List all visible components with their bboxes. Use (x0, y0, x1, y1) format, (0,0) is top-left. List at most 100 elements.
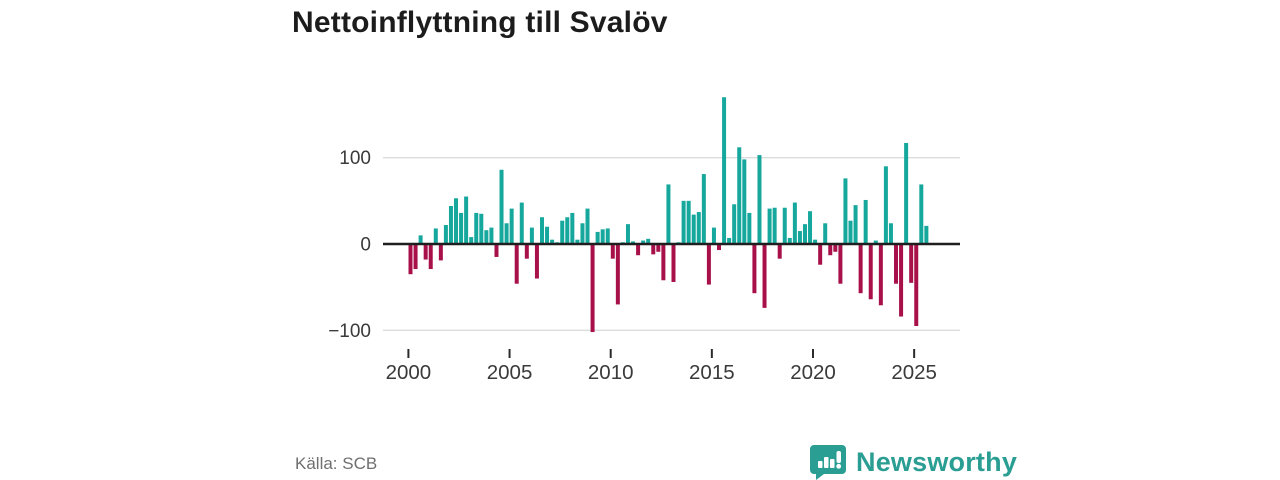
bar-2012Q1 (651, 244, 656, 255)
bar-2005Q2 (514, 244, 519, 284)
bar-2006Q2 (534, 244, 539, 279)
bar-2002Q1 (448, 206, 453, 244)
bar-2010Q2 (615, 244, 620, 305)
bar-2020Q1 (813, 239, 818, 244)
bar-2009Q4 (605, 228, 610, 244)
bar-2011Q1 (631, 241, 636, 244)
x-tick-label-2010: 2010 (588, 361, 634, 384)
bar-2023Q4 (888, 223, 893, 244)
x-tick-label-2020: 2020 (790, 361, 836, 384)
x-tick-label-2000: 2000 (386, 361, 432, 384)
bar-2006Q4 (545, 226, 550, 244)
bar-2020Q3 (823, 223, 828, 244)
bar-2004Q3 (499, 169, 504, 244)
bar-2011Q2 (636, 244, 641, 256)
bar-2005Q3 (519, 202, 524, 244)
x-tick-label-2025: 2025 (891, 361, 937, 384)
bar-2012Q2 (656, 244, 661, 252)
bar-2016Q3 (742, 159, 747, 244)
bar-2021Q2 (838, 244, 843, 284)
x-tick-label-2005: 2005 (487, 361, 533, 384)
bar-2001Q4 (443, 225, 448, 244)
bar-2021Q3 (843, 178, 848, 244)
y-tick-label-0: 0 (360, 235, 371, 256)
newsworthy-logo[interactable]: Newsworthy (810, 444, 1017, 480)
newsworthy-speech-bubble-bar-chart-icon (810, 445, 846, 480)
bar-2009Q1 (590, 244, 595, 333)
bar-2001Q3 (438, 244, 443, 261)
x-tick-label-2015: 2015 (689, 361, 735, 384)
bar-2006Q3 (540, 217, 544, 244)
bar-2007Q4 (565, 217, 570, 244)
bar-2017Q3 (762, 244, 767, 308)
bar-2000Q3 (418, 235, 423, 244)
bar-2002Q3 (459, 212, 464, 244)
bar-2015Q3 (722, 97, 727, 245)
bar-2018Q1 (772, 207, 777, 244)
y-tick-label--100: −100 (328, 321, 371, 342)
source-label: Källa: SCB (295, 454, 378, 473)
bar-2024Q2 (899, 244, 904, 317)
bar-2003Q2 (474, 212, 479, 244)
bar-2000Q1 (408, 244, 413, 275)
bar-2022Q2 (858, 244, 863, 294)
bar-2011Q4 (646, 238, 651, 244)
bar-2025Q2 (919, 184, 924, 244)
bar-2004Q1 (489, 227, 494, 244)
bar-2023Q1 (873, 240, 878, 244)
bar-2005Q4 (524, 244, 529, 259)
bar-2000Q2 (413, 244, 418, 270)
brand-name: Newsworthy (856, 446, 1018, 477)
bar-2007Q3 (560, 220, 565, 244)
bar-2016Q4 (747, 212, 752, 244)
bar-2010Q4 (625, 224, 630, 244)
bar-2013Q1 (671, 244, 676, 282)
bar-2019Q3 (802, 224, 807, 244)
bar-2014Q2 (696, 212, 701, 244)
bar-2008Q3 (580, 223, 585, 244)
bar-2025Q1 (914, 244, 919, 327)
bar-2008Q1 (570, 212, 575, 244)
bar-2018Q4 (787, 237, 792, 244)
bar-2002Q4 (464, 196, 469, 244)
bar-2006Q1 (529, 227, 534, 244)
bar-2010Q1 (610, 244, 615, 259)
bar-2001Q1 (428, 244, 433, 270)
bar-2018Q2 (777, 244, 782, 259)
bar-2002Q2 (454, 198, 459, 244)
bar-2004Q4 (504, 223, 509, 244)
bar-2009Q2 (595, 231, 600, 244)
bar-2000Q4 (423, 244, 428, 260)
bar-2014Q3 (701, 174, 706, 244)
bar-2015Q1 (711, 227, 716, 244)
bar-2025Q3 (924, 225, 929, 244)
bar-2013Q3 (681, 200, 686, 244)
bar-2003Q3 (479, 213, 484, 244)
bar-2014Q1 (691, 214, 696, 244)
bar-2014Q4 (706, 244, 711, 285)
bar-2022Q3 (863, 199, 868, 244)
bar-2017Q1 (752, 244, 757, 294)
bar-2024Q1 (894, 244, 899, 284)
bar-2017Q2 (757, 155, 762, 244)
bar-2012Q4 (666, 184, 671, 244)
bar-2015Q4 (727, 237, 732, 244)
page-title: Nettoinflyttning till Svalöv (292, 6, 668, 39)
bar-2019Q1 (792, 202, 797, 244)
bar-2020Q2 (818, 244, 823, 265)
bar-2005Q1 (509, 208, 514, 244)
bar-2016Q1 (732, 204, 737, 244)
y-tick-label-100: 100 (339, 148, 371, 169)
bar-2012Q3 (661, 244, 666, 281)
bar-2016Q2 (737, 147, 742, 244)
bar-2024Q3 (904, 142, 909, 244)
bar-2021Q1 (833, 244, 838, 252)
bar-2018Q3 (782, 207, 787, 244)
bar-2023Q3 (883, 166, 888, 244)
bar-2021Q4 (848, 220, 853, 244)
bar-2022Q4 (868, 244, 873, 300)
bar-2008Q4 (585, 208, 590, 244)
bar-2009Q3 (600, 229, 605, 244)
bar-2001Q2 (433, 228, 438, 244)
